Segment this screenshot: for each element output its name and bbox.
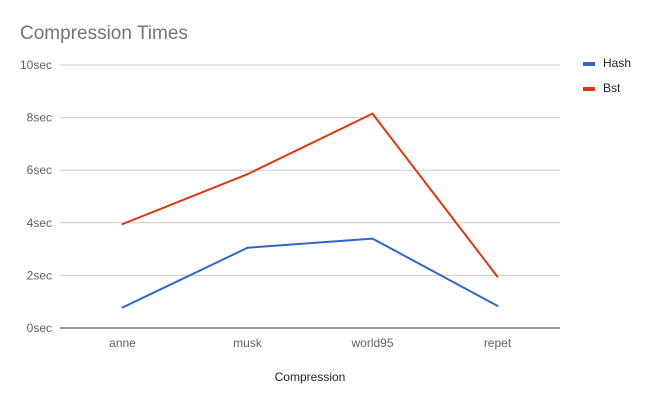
series-line-hash: [122, 237, 498, 309]
chart-title: Compression Times: [20, 23, 188, 44]
legend-swatch: [583, 62, 595, 66]
data-point-bst: [371, 112, 374, 115]
y-tick-label: 6sec: [27, 163, 52, 177]
legend-item-hash[interactable]: Hash: [583, 56, 631, 70]
data-point-bst: [496, 275, 499, 278]
series-bst: [121, 112, 499, 278]
data-point-bst: [121, 223, 124, 226]
y-tick-label: 10sec: [20, 58, 52, 72]
legend-label: Bst: [603, 81, 621, 95]
data-point-hash: [496, 304, 499, 307]
legend-item-bst[interactable]: Bst: [583, 81, 621, 95]
gridlines: [60, 64, 560, 329]
y-tick-label: 0sec: [27, 321, 52, 335]
data-point-hash: [121, 306, 124, 309]
x-tick-label: world95: [350, 336, 393, 350]
y-axis-tick-labels: 0sec 2sec 4sec 6sec 8sec 10sec: [20, 58, 52, 335]
legend[interactable]: Hash Bst: [583, 56, 631, 95]
legend-swatch: [583, 87, 595, 91]
series-line-bst: [122, 112, 499, 278]
x-tick-label: repet: [484, 336, 512, 350]
x-axis-tick-labels: anne musk world95 repet: [109, 336, 512, 350]
y-tick-label: 2sec: [27, 268, 52, 282]
y-tick-label: 8sec: [27, 111, 52, 125]
legend-label: Hash: [603, 56, 631, 70]
x-axis-title: Compression: [275, 370, 346, 384]
data-point-hash: [371, 237, 374, 240]
data-point-bst: [246, 173, 249, 176]
series-hash: [121, 237, 499, 309]
x-tick-label: anne: [109, 336, 136, 350]
y-tick-label: 4sec: [27, 216, 52, 230]
x-tick-label: musk: [233, 336, 263, 350]
series-lines: [121, 112, 499, 309]
data-point-hash: [246, 246, 249, 249]
